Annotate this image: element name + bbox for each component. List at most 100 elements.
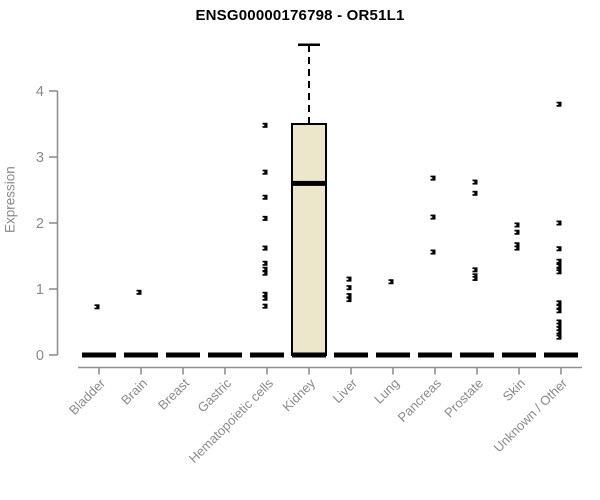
outlier-point — [556, 269, 562, 275]
outlier-point — [514, 222, 520, 228]
outlier-point-notch — [556, 309, 559, 312]
outlier-point — [94, 304, 100, 310]
outlier-point — [556, 220, 562, 226]
outlier-point-notch — [556, 271, 559, 273]
outlier-point — [430, 175, 436, 181]
outlier-point — [556, 329, 562, 335]
outlier-point — [262, 303, 268, 309]
outlier-point — [346, 285, 352, 291]
outlier-point-notch — [556, 336, 559, 338]
outlier-point-notch — [514, 243, 517, 246]
outlier-point — [262, 215, 268, 221]
outlier-point — [262, 260, 268, 266]
outlier-point-notch — [136, 291, 139, 294]
outlier-point — [556, 334, 562, 340]
outlier-point-notch — [556, 260, 559, 263]
outlier-point — [556, 308, 562, 314]
zero-median-bar — [250, 352, 284, 358]
outlier-point — [262, 245, 268, 251]
x-tick-label: Lung — [371, 376, 402, 407]
outlier-point-notch — [346, 286, 349, 289]
outlier-point-notch — [472, 275, 475, 277]
outlier-point-notch — [346, 294, 349, 297]
zero-median-bar — [82, 352, 116, 358]
chart-title: ENSG00000176798 - OR51L1 — [195, 7, 405, 24]
x-tick-label: Unknown / Other — [491, 375, 571, 455]
zero-median-bar — [334, 352, 368, 358]
outlier-point-notch — [556, 321, 559, 323]
outlier-point-notch — [262, 268, 265, 270]
outlier-point-notch — [556, 247, 559, 250]
outlier-point-notch — [262, 217, 265, 220]
outlier-point — [556, 326, 562, 332]
x-tick-label: Gastric — [194, 375, 234, 415]
zero-median-bar — [292, 352, 326, 358]
zero-median-bar — [460, 352, 494, 358]
outlier-point-notch — [556, 331, 559, 333]
outlier-point-notch — [514, 231, 517, 234]
zero-median-bar — [376, 352, 410, 358]
outlier-point-notch — [262, 247, 265, 249]
x-tick-label: Brain — [118, 376, 150, 408]
outlier-point-notch — [262, 293, 265, 296]
outlier-point-notch — [388, 280, 391, 283]
zero-median-bar — [124, 352, 158, 358]
outlier-point-notch — [514, 247, 517, 249]
outlier-point-notch — [472, 181, 475, 183]
outlier-point — [556, 258, 562, 264]
x-tick-label: Liver — [330, 375, 361, 406]
outlier-point — [346, 276, 352, 282]
outlier-point — [472, 275, 478, 281]
outlier-point-notch — [430, 177, 433, 179]
outlier-point-notch — [514, 224, 517, 226]
y-tick-label: 1 — [36, 282, 44, 298]
outlier-point — [556, 246, 562, 252]
outlier-point — [430, 214, 436, 220]
outlier-point-notch — [556, 222, 559, 224]
outlier-point-notch — [556, 302, 559, 304]
outlier-point-notch — [262, 196, 265, 199]
outlier-point — [262, 270, 268, 276]
outlier-point — [388, 279, 394, 285]
outlier-point — [262, 169, 268, 175]
y-tick-label: 3 — [36, 150, 44, 166]
outlier-point — [430, 249, 436, 255]
outlier-point — [136, 289, 142, 295]
zero-median-bar — [166, 352, 200, 358]
outlier-point-notch — [262, 305, 265, 307]
outlier-point — [514, 229, 520, 235]
outlier-point — [556, 300, 562, 306]
outlier-point — [472, 267, 478, 273]
x-tick-label: Pancreas — [395, 375, 445, 425]
outlier-point-notch — [346, 278, 349, 280]
outlier-point-notch — [94, 306, 97, 308]
outlier-point-notch — [556, 265, 559, 267]
outlier-point — [472, 179, 478, 185]
outlier-point-notch — [556, 324, 559, 327]
outlier-point — [556, 101, 562, 107]
zero-median-bar — [418, 352, 452, 358]
outlier-point — [472, 190, 478, 196]
x-tick-label: Skin — [500, 376, 528, 404]
outlier-point — [346, 293, 352, 299]
outlier-point — [346, 297, 352, 303]
outlier-point — [514, 245, 520, 251]
x-tick-label: Breast — [155, 375, 192, 412]
zero-median-bar — [502, 352, 536, 358]
outlier-point-notch — [472, 269, 475, 271]
outlier-point-notch — [262, 124, 265, 127]
outlier-point-notch — [262, 272, 265, 274]
box — [291, 123, 327, 356]
x-tick-label: Bladder — [66, 375, 109, 418]
outlier-point-notch — [556, 327, 559, 330]
y-tick-label: 4 — [36, 84, 44, 100]
outlier-point — [262, 295, 268, 301]
outlier-point-notch — [430, 216, 433, 218]
outlier-point-notch — [556, 103, 559, 105]
y-tick-label: 2 — [36, 216, 44, 232]
outlier-point — [262, 122, 268, 128]
outlier-point-notch — [262, 262, 265, 265]
outlier-point-notch — [262, 171, 265, 173]
